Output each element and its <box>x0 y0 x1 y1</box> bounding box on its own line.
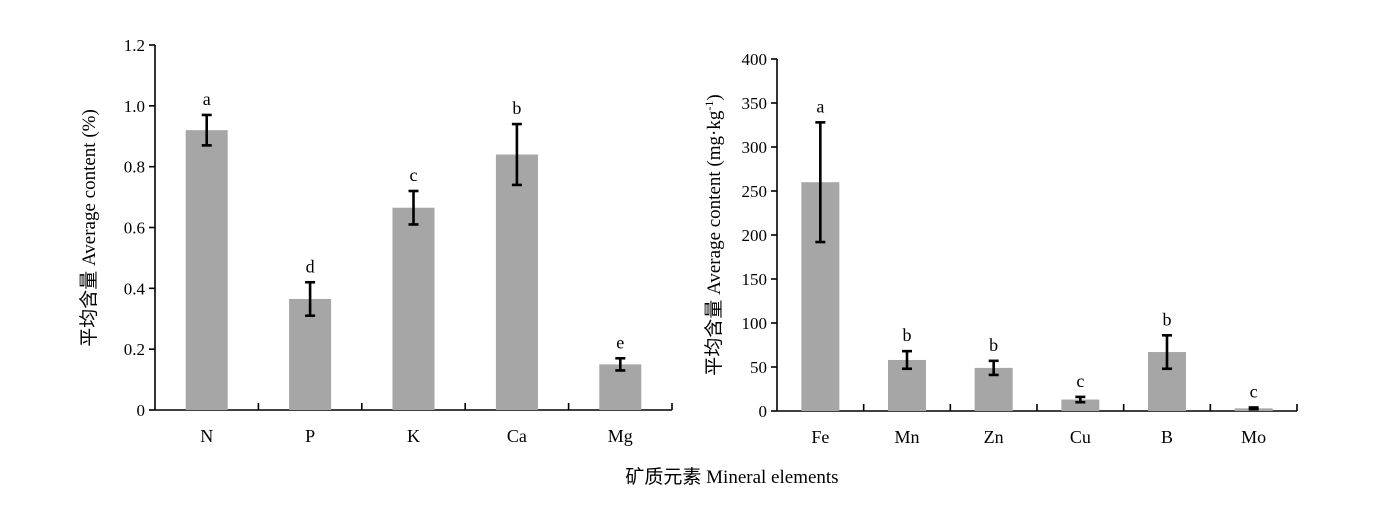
bar-n <box>185 130 228 410</box>
y-tick-label: 1.0 <box>124 97 145 116</box>
y-tick-label: 300 <box>742 138 768 157</box>
category-label: Cu <box>1070 427 1091 447</box>
y-tick-label: 0.2 <box>124 340 145 359</box>
category-label: B <box>1161 427 1173 447</box>
significance-label: b <box>1163 309 1172 329</box>
significance-label: b <box>903 325 912 345</box>
category-label: P <box>305 426 315 446</box>
category-label: Mo <box>1241 427 1266 447</box>
y-axis-title: 平均含量 Average content (mg·kg-1) <box>702 94 725 375</box>
y-axis-title-main: 平均含量 Average content (%) <box>78 109 100 347</box>
y-tick-label: 150 <box>742 270 768 289</box>
category-label: N <box>200 426 213 446</box>
significance-label: c <box>410 165 418 185</box>
y-tick-label: 100 <box>742 314 768 333</box>
y-axis-title-main: 平均含量 Average content (mg·kg <box>703 110 725 376</box>
category-label: Zn <box>984 427 1004 447</box>
bar-p <box>289 298 332 410</box>
y-tick-label: 1.2 <box>124 36 145 55</box>
bar-mg <box>599 364 642 410</box>
y-tick-label: 400 <box>742 50 768 69</box>
category-label: Ca <box>507 426 527 446</box>
y-tick-label: 0 <box>759 402 768 421</box>
y-tick-label: 0.6 <box>124 219 145 238</box>
bar-cu <box>1061 399 1100 411</box>
y-tick-label: 0 <box>137 401 146 420</box>
bar-ca <box>495 154 538 410</box>
category-label: Fe <box>811 427 829 447</box>
significance-label: e <box>616 332 624 352</box>
category-label: Mn <box>894 427 919 447</box>
significance-label: a <box>203 89 211 109</box>
significance-label: a <box>816 96 824 116</box>
significance-label: b <box>512 98 521 118</box>
chart-trace-elements: 0 50 100 150 200 250 300 350 400 a Fe b Mn b Zn c Cu b Bc M… <box>702 50 1298 447</box>
significance-label: c <box>1076 371 1084 391</box>
y-axis-title: 平均含量 Average content (%) <box>78 109 100 347</box>
y-tick-label: 0.8 <box>124 158 145 177</box>
y-tick-label: 50 <box>750 358 767 377</box>
y-axis-title-end: ) <box>704 94 725 100</box>
y-axis-title-superscript: -1 <box>702 101 716 111</box>
bar-k <box>392 207 435 410</box>
significance-label: c <box>1250 381 1258 401</box>
category-label: Mg <box>608 426 633 446</box>
y-tick-label: 250 <box>742 182 768 201</box>
category-label: K <box>407 426 420 446</box>
y-tick-label: 200 <box>742 226 768 245</box>
significance-label: b <box>989 335 998 355</box>
chart-major-elements: 0 0.2 0.4 0.6 0.8 1.0 1.2 a Nd Pc Kb Ca e Mg 平均含量 Aver… <box>78 36 673 446</box>
y-tick-label: 0.4 <box>124 279 146 298</box>
y-tick-label: 350 <box>742 94 768 113</box>
significance-label: d <box>306 256 315 276</box>
x-axis-title: 矿质元素 Mineral elements <box>625 466 838 488</box>
